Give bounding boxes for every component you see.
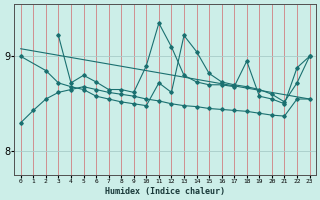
X-axis label: Humidex (Indice chaleur): Humidex (Indice chaleur) — [105, 187, 225, 196]
